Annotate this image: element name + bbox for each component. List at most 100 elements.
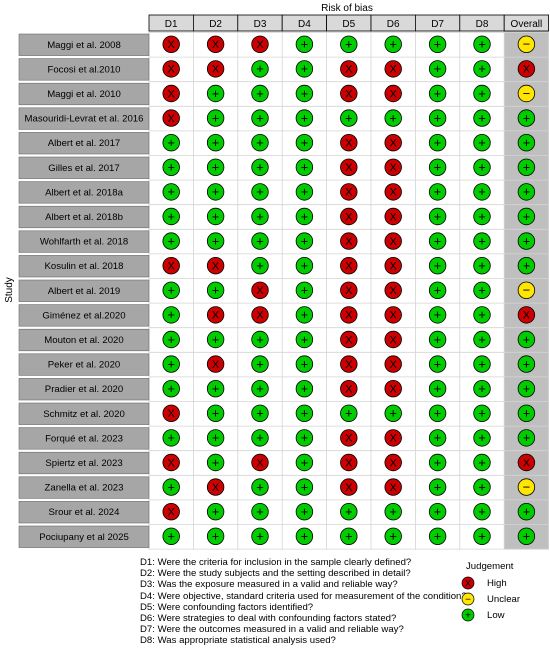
judgement-marker-low-overall xyxy=(517,330,536,349)
judgement-marker-low-d4 xyxy=(295,355,314,373)
judgement-marker-low-d8 xyxy=(473,133,491,152)
judgement-marker-low-d1 xyxy=(162,355,180,373)
judgement-marker-low-d1 xyxy=(162,330,180,349)
judgement-marker-high-d1 xyxy=(162,503,180,521)
judgement-marker-low-d7 xyxy=(428,527,447,546)
judgement-symbol: + xyxy=(478,356,486,371)
judgement-marker-low-d4 xyxy=(295,35,314,54)
y-axis-label: Study xyxy=(4,277,15,303)
judgement-symbol: + xyxy=(478,135,486,150)
study-row-kosulin-et-al-2018: Kosulin et al. 2018 X X + + X X + + + xyxy=(18,255,536,278)
judgement-marker-high-d5 xyxy=(340,281,358,300)
svg-text:X: X xyxy=(465,578,471,588)
judgement-symbol: + xyxy=(523,430,531,445)
judgement-symbol: X xyxy=(256,310,264,322)
judgement-marker-high-d5 xyxy=(340,429,358,447)
judgement-symbol: + xyxy=(212,184,220,199)
judgement-symbol: X xyxy=(212,261,220,273)
judgement-marker-low-d3 xyxy=(251,60,269,78)
judgement-marker-low-d4 xyxy=(295,429,314,447)
judgement-symbol: + xyxy=(301,356,309,371)
column-header-cell xyxy=(503,14,550,32)
judgement-symbol: X xyxy=(390,261,398,273)
study-label: Albert et al. 2019 xyxy=(48,286,121,297)
judgement-symbol: + xyxy=(301,479,309,494)
judgement-symbol: + xyxy=(301,381,309,396)
judgement-marker-low-d3 xyxy=(251,207,269,226)
judgement-symbol: + xyxy=(256,86,264,101)
judgement-symbol: + xyxy=(478,258,486,273)
study-label: Albert et al. 2017 xyxy=(48,138,121,149)
risk-of-bias-chart: Risk of bias Study D1 D2 D3 D4 D5 D6 D7 D8 Overa… xyxy=(4,3,550,550)
study-label: Focosi et al.2010 xyxy=(47,64,120,75)
judgement-symbol: X xyxy=(345,384,353,396)
judgement-symbol: X xyxy=(345,88,353,100)
study-label: Pradier et al. 2020 xyxy=(45,384,123,395)
judgement-symbol: + xyxy=(434,233,442,248)
judgement-marker-low-d4 xyxy=(295,207,314,226)
judgement-symbol: X xyxy=(345,285,353,297)
study-row-mouton-et-al-2020: Mouton et al. 2020 + + + + X X + + + xyxy=(18,328,536,352)
judgement-marker-low-d7 xyxy=(428,330,447,349)
judgement-marker-low-d3 xyxy=(251,109,269,127)
judgement-marker-low-d4 xyxy=(295,84,314,103)
judgement-marker-low-d7 xyxy=(428,429,447,447)
judgement-marker-low-d2 xyxy=(206,453,225,472)
judgement-symbol: + xyxy=(478,233,486,248)
study-label-cell xyxy=(18,501,150,524)
column-header-d1: D1 xyxy=(165,19,178,30)
judgement-marker-low-d1 xyxy=(162,281,180,300)
judgement-symbol: + xyxy=(389,110,397,125)
study-label-cell xyxy=(18,156,150,179)
judgement-marker-high-d2 xyxy=(206,35,225,54)
judgement-marker-low-d8 xyxy=(473,257,491,275)
judgement-marker-high-d5 xyxy=(340,306,358,324)
study-label: Maggi et al. 2008 xyxy=(47,40,121,51)
judgement-marker-low-overall xyxy=(517,232,536,250)
judgement-symbol: − xyxy=(523,283,531,298)
judgement-symbol: + xyxy=(434,356,442,371)
study-row-srour-et-al-2024: Srour et al. 2024 X + + + + + + + + xyxy=(18,501,536,524)
footnote-d3: D3: Was the exposure measured in a valid… xyxy=(140,579,398,591)
judgement-marker-low-d7 xyxy=(428,281,447,300)
judgement-marker-low-d1 xyxy=(162,207,180,226)
judgement-symbol: + xyxy=(523,529,531,544)
judgement-symbol: + xyxy=(212,529,220,544)
judgement-marker-low-d8 xyxy=(473,281,491,300)
judgement-marker-low-d3 xyxy=(251,478,269,496)
judgement-marker-low-d2 xyxy=(206,281,225,300)
judgement-symbol: X xyxy=(345,236,353,248)
footnote-d2: D2: Were the study subjects and the sett… xyxy=(140,568,411,580)
judgement-symbol: + xyxy=(434,209,442,224)
judgement-marker-low-d2 xyxy=(206,527,225,546)
study-row-albert-et-al-2017: Albert et al. 2017 + + + + X X + + + xyxy=(18,132,536,155)
judgement-marker-low-d4 xyxy=(295,380,314,398)
judgement-marker-low-overall xyxy=(517,429,536,447)
study-label-cell xyxy=(18,451,150,475)
study-label-cell xyxy=(18,525,150,548)
judgement-marker-low-d1 xyxy=(162,158,180,177)
judgement-symbol: + xyxy=(434,61,442,76)
study-label: Spiertz et al. 2023 xyxy=(45,458,122,469)
judgement-marker-low-overall xyxy=(517,133,536,152)
judgement-marker-low-d8 xyxy=(473,84,491,103)
judgement-marker-low-overall xyxy=(517,527,536,546)
legend-high-icon: X xyxy=(461,576,475,590)
judgement-marker-high-overall xyxy=(517,306,536,324)
judgement-symbol: + xyxy=(434,37,442,52)
judgement-symbol: X xyxy=(390,64,398,76)
judgement-marker-high-d6 xyxy=(384,133,402,152)
judgement-marker-low-d4 xyxy=(295,257,314,275)
study-label-cell xyxy=(18,230,150,253)
chart-title: Risk of bias xyxy=(321,3,373,14)
column-headers: D1 D2 D3 D4 D5 D6 D7 D8 Overall xyxy=(148,14,550,32)
judgement-marker-low-d8 xyxy=(473,232,491,250)
judgement-symbol: + xyxy=(434,455,442,470)
judgement-marker-low-d7 xyxy=(428,183,447,201)
judgement-marker-low-d3 xyxy=(251,158,269,177)
judgement-symbol: + xyxy=(434,381,442,396)
judgement-marker-high-d6 xyxy=(384,330,402,349)
judgement-symbol: + xyxy=(256,184,264,199)
judgement-symbol: X xyxy=(345,187,353,199)
judgement-symbol: + xyxy=(256,258,264,273)
